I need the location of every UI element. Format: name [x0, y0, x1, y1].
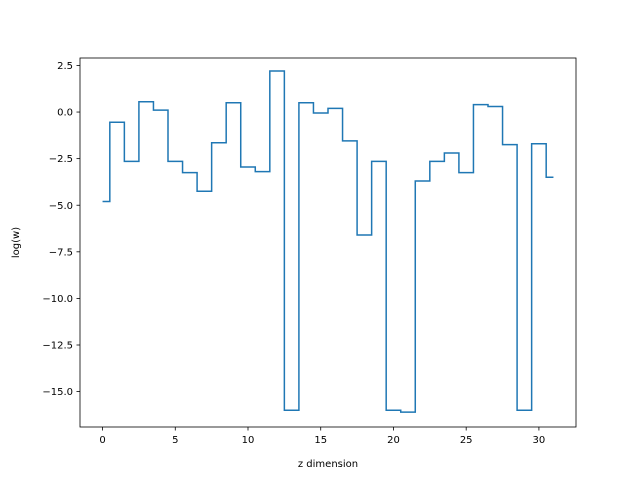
plot-area — [102, 70, 554, 413]
series-line — [102, 70, 554, 413]
y-tick-label: 0.0 — [57, 108, 73, 119]
x-tick-label: 0 — [99, 435, 105, 446]
y-tick-label: −2.5 — [49, 154, 73, 165]
y-tick-label: −5.0 — [49, 201, 73, 212]
y-axis-label: log(w) — [11, 227, 22, 258]
y-tick-label: −10.0 — [42, 294, 73, 305]
x-tick-label: 10 — [242, 435, 255, 446]
axis-ticks: 0 5 10 15 20 25 30 2.5 0.0 −2.5 −5.0 −7.5 −10.0 −12.5… — [42, 61, 545, 446]
axes-frame — [79, 57, 577, 428]
x-tick-label: 20 — [387, 435, 400, 446]
x-tick-label: 25 — [460, 435, 473, 446]
y-tick-label: −15.0 — [42, 387, 73, 398]
x-tick-label: 30 — [533, 435, 546, 446]
y-tick-label: −7.5 — [49, 247, 73, 258]
x-tick-label: 5 — [172, 435, 178, 446]
x-axis-label: z dimension — [298, 459, 358, 470]
x-tick-label: 15 — [314, 435, 327, 446]
y-tick-label: −12.5 — [42, 341, 73, 352]
y-tick-label: 2.5 — [57, 61, 73, 72]
